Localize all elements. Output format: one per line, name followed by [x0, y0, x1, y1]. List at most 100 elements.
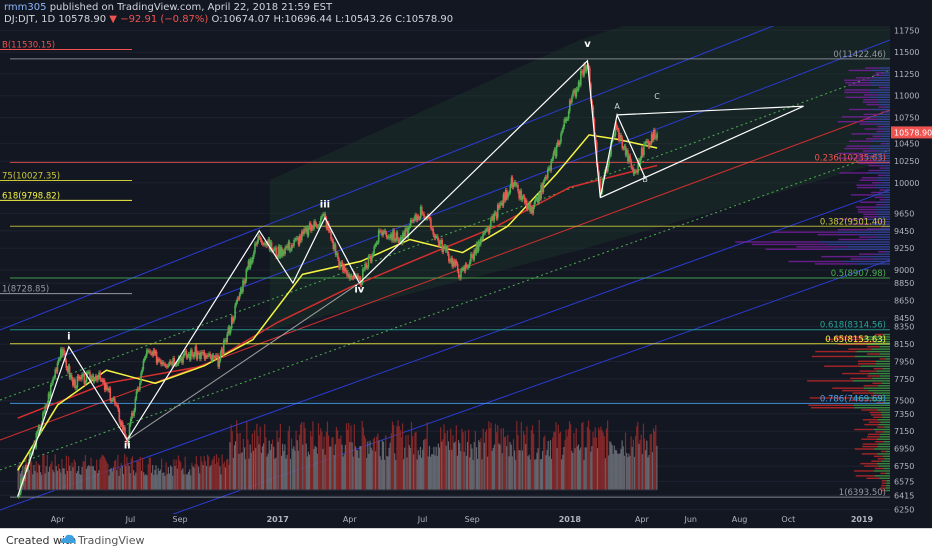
volume-bar — [54, 454, 56, 490]
wave-label: B — [642, 175, 648, 184]
vp-bar — [824, 365, 861, 367]
vp-bar — [751, 243, 828, 246]
vp-bar — [848, 69, 872, 72]
volume-bar — [527, 456, 529, 490]
tradingview-logo-icon[interactable] — [58, 532, 76, 549]
volume-bar — [261, 446, 264, 490]
volume-bar — [175, 459, 177, 490]
vp-bar — [850, 258, 873, 260]
candle-body — [148, 350, 150, 352]
vp-bar — [870, 414, 882, 416]
volume-bar — [143, 472, 145, 490]
volume-bar — [628, 453, 630, 490]
candle-body — [503, 193, 506, 201]
vp-bar — [863, 94, 879, 96]
volume-bar — [128, 465, 130, 490]
volume-bar — [144, 475, 146, 490]
volume-bar — [517, 435, 519, 490]
candle-body — [404, 229, 406, 238]
vp-bar — [874, 448, 890, 450]
time-axis[interactable]: Apr Jul Sep 2017 Apr Jul Sep 2018 Apr Jun Aug Oct 20… — [51, 515, 874, 524]
volume-bar — [518, 450, 520, 490]
vp-bar — [857, 208, 876, 211]
vp-bar — [866, 103, 880, 106]
candle-body — [260, 239, 263, 243]
volume-bar — [428, 445, 431, 490]
chart-panel[interactable]: 0(11422.46) 0.236(10235.63) 0.382(9501.40)… — [0, 0, 932, 528]
candle-body — [628, 155, 630, 162]
candle-body — [149, 350, 151, 353]
volume-bar — [360, 446, 362, 490]
candle-body — [177, 357, 180, 364]
candle-body — [406, 228, 409, 237]
candle-body — [190, 349, 192, 360]
candle-body — [61, 349, 63, 356]
candle-body — [605, 168, 608, 172]
candle-body — [430, 218, 432, 229]
candle-body — [549, 167, 551, 171]
volume-bar — [245, 459, 247, 490]
vp-bar — [881, 394, 890, 397]
candle-body — [522, 196, 525, 198]
vp-bar — [860, 462, 877, 465]
volume-bar — [483, 442, 485, 490]
vp-bar — [884, 86, 890, 89]
candle-body — [413, 218, 415, 222]
tradingview-brand[interactable]: TradingView — [78, 534, 145, 547]
vp-bar — [859, 201, 877, 203]
candle-body — [402, 232, 404, 244]
volume-bar — [45, 466, 47, 490]
price-tick-label: 8150 — [894, 340, 914, 349]
price-axis[interactable]: 11750 11500 11250 11000 10750 10450 10250 10000… — [890, 22, 932, 518]
volume-bar — [655, 425, 657, 490]
vp-bar — [880, 433, 890, 436]
vp-bar — [846, 145, 871, 147]
volume-bar — [57, 463, 60, 490]
volume-bar — [460, 451, 462, 490]
volume-bar — [382, 441, 385, 490]
volume-bar — [472, 459, 474, 490]
candle-body — [182, 356, 184, 363]
volume-bar — [478, 440, 480, 490]
volume-bar — [341, 444, 343, 490]
price-chart[interactable]: 0(11422.46) 0.236(10235.63) 0.382(9501.40)… — [0, 0, 932, 528]
volume-bar — [71, 462, 73, 490]
vp-bar — [859, 253, 877, 255]
volume-bar — [363, 435, 366, 490]
candle-body — [650, 134, 653, 144]
volume-bar — [291, 438, 293, 490]
candle-body — [342, 265, 345, 270]
volume-bar — [608, 455, 610, 490]
vp-bar — [863, 118, 879, 120]
author-link[interactable]: rmm305 — [4, 2, 47, 13]
volume-bar — [78, 466, 80, 490]
symbol-label[interactable]: DJ:DJT, 1D — [4, 14, 56, 25]
candle-body — [474, 250, 477, 254]
vp-bar — [881, 450, 886, 453]
candle-body — [270, 242, 273, 251]
wave-label: v — [584, 39, 591, 50]
vp-bar — [877, 453, 890, 455]
volume-bar — [395, 459, 397, 490]
candle-body — [377, 230, 380, 243]
volume-bar — [434, 455, 436, 490]
candle-body — [237, 298, 240, 300]
volume-bar — [79, 474, 81, 490]
candle-body — [418, 218, 421, 220]
candle-body — [116, 404, 118, 406]
candle-body — [331, 239, 333, 241]
candle-body — [86, 372, 89, 374]
vp-bar — [859, 236, 877, 238]
candle-body — [145, 350, 148, 357]
price-tick-label: 9650 — [894, 209, 914, 218]
volume-bar — [41, 474, 43, 490]
vp-bar — [874, 475, 890, 477]
volume-bar — [185, 474, 187, 490]
candle-body — [461, 268, 463, 271]
candle-body — [649, 143, 652, 145]
volume-bar — [224, 467, 227, 490]
vp-bar — [850, 377, 873, 380]
vp-bar — [862, 443, 878, 445]
candle-body — [124, 427, 126, 437]
candle-body — [515, 182, 517, 186]
